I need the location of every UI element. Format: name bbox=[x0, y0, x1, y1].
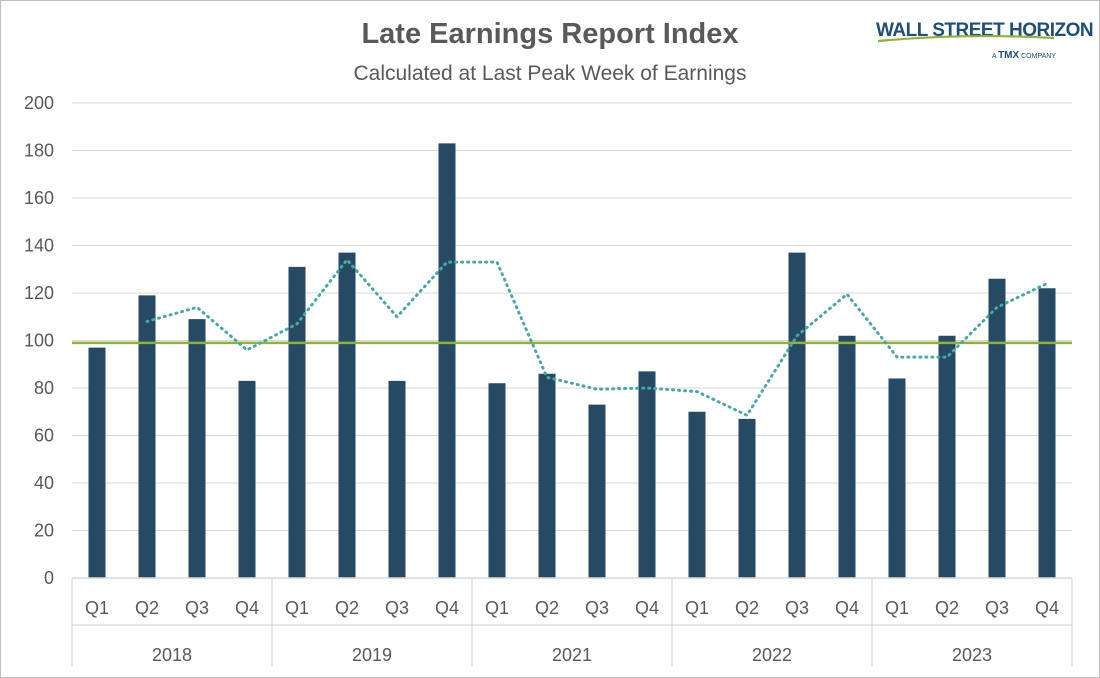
bar bbox=[788, 252, 806, 578]
logo-tagline: A TMX COMPANY bbox=[992, 50, 1056, 61]
bar bbox=[288, 266, 306, 578]
x-tick-label-quarter: Q1 bbox=[885, 598, 909, 618]
chart-title: Late Earnings Report Index bbox=[361, 18, 739, 50]
x-tick-label-quarter: Q1 bbox=[285, 598, 309, 618]
x-tick-label-quarter: Q3 bbox=[585, 598, 609, 618]
bar bbox=[338, 252, 356, 578]
x-tick-label-quarter: Q2 bbox=[135, 598, 159, 618]
bar bbox=[588, 404, 606, 578]
x-tick-label-quarter: Q1 bbox=[685, 598, 709, 618]
logo-tagline-suffix: COMPANY bbox=[1021, 53, 1056, 60]
y-tick-label: 80 bbox=[34, 378, 54, 398]
moving-average-line bbox=[145, 257, 1049, 418]
x-tick-label-year: 2019 bbox=[352, 645, 392, 665]
y-tick-label: 160 bbox=[24, 188, 54, 208]
bar bbox=[888, 378, 906, 578]
logo-wordmark: WALL STREET HORIZON bbox=[876, 20, 1094, 41]
x-tick-label-quarter: Q3 bbox=[385, 598, 409, 618]
bar bbox=[188, 319, 206, 578]
y-tick-label: 180 bbox=[24, 141, 54, 161]
moving-average-layer bbox=[145, 257, 1049, 418]
y-tick-label: 140 bbox=[24, 236, 54, 256]
bar bbox=[988, 278, 1006, 578]
x-tick-label-quarter: Q2 bbox=[935, 598, 959, 618]
bar bbox=[138, 295, 156, 578]
x-tick-label-quarter: Q4 bbox=[1035, 598, 1059, 618]
y-tick-label: 40 bbox=[34, 473, 54, 493]
bar bbox=[538, 373, 556, 578]
bar bbox=[738, 418, 756, 578]
bar bbox=[488, 383, 506, 578]
x-tick-label-quarter: Q1 bbox=[485, 598, 509, 618]
grid-layer bbox=[72, 102, 1072, 531]
bar-layer bbox=[88, 143, 1056, 578]
x-tick-label-year: 2023 bbox=[952, 645, 992, 665]
wall-street-horizon-logo: WALL STREET HORIZON A TMX COMPANY bbox=[876, 20, 1094, 64]
x-tick-label-quarter: Q4 bbox=[435, 598, 459, 618]
y-axis-tick-labels: 0 20 40 60 80 100 120 140 160 180 200 bbox=[24, 93, 54, 588]
bar bbox=[688, 411, 706, 578]
bar bbox=[1038, 288, 1056, 578]
x-tick-label-year: 2022 bbox=[752, 645, 792, 665]
y-tick-label: 20 bbox=[34, 521, 54, 541]
bar bbox=[838, 335, 856, 578]
bar bbox=[88, 347, 106, 578]
x-axis: Q1 Q2 Q3 Q4 Q1 Q2 Q3 Q4 Q1 Q2 Q3 Q4 Q1 Q2 Q3 Q4 Q1 Q2 Q3 Q4… bbox=[71, 577, 1073, 666]
x-tick-label-quarter: Q4 bbox=[235, 598, 259, 618]
logo-tagline-brand: TMX bbox=[998, 50, 1020, 61]
bar bbox=[388, 380, 406, 578]
x-tick-label-year: 2018 bbox=[152, 645, 192, 665]
x-tick-label-quarter: Q2 bbox=[735, 598, 759, 618]
x-tick-label-year: 2021 bbox=[552, 645, 592, 665]
y-tick-label: 200 bbox=[24, 93, 54, 113]
bar bbox=[438, 143, 456, 578]
logo-tagline-prefix: A bbox=[991, 53, 997, 60]
x-tick-label-quarter: Q4 bbox=[835, 598, 859, 618]
bar bbox=[638, 371, 656, 578]
x-tick-label-quarter: Q4 bbox=[635, 598, 659, 618]
bar bbox=[938, 335, 956, 578]
chart-subtitle: Calculated at Last Peak Week of Earnings bbox=[353, 62, 747, 85]
y-tick-label: 60 bbox=[34, 426, 54, 446]
x-tick-label-quarter: Q1 bbox=[85, 598, 109, 618]
x-tick-label-quarter: Q3 bbox=[785, 598, 809, 618]
y-tick-label: 120 bbox=[24, 283, 54, 303]
bar bbox=[238, 380, 256, 578]
x-tick-label-quarter: Q2 bbox=[535, 598, 559, 618]
x-tick-label-quarter: Q3 bbox=[985, 598, 1009, 618]
logo-swoosh-icon bbox=[877, 34, 1055, 43]
y-tick-label: 0 bbox=[44, 568, 54, 588]
x-tick-label-quarter: Q2 bbox=[335, 598, 359, 618]
x-tick-label-quarter: Q3 bbox=[185, 598, 209, 618]
y-tick-label: 100 bbox=[24, 331, 54, 351]
